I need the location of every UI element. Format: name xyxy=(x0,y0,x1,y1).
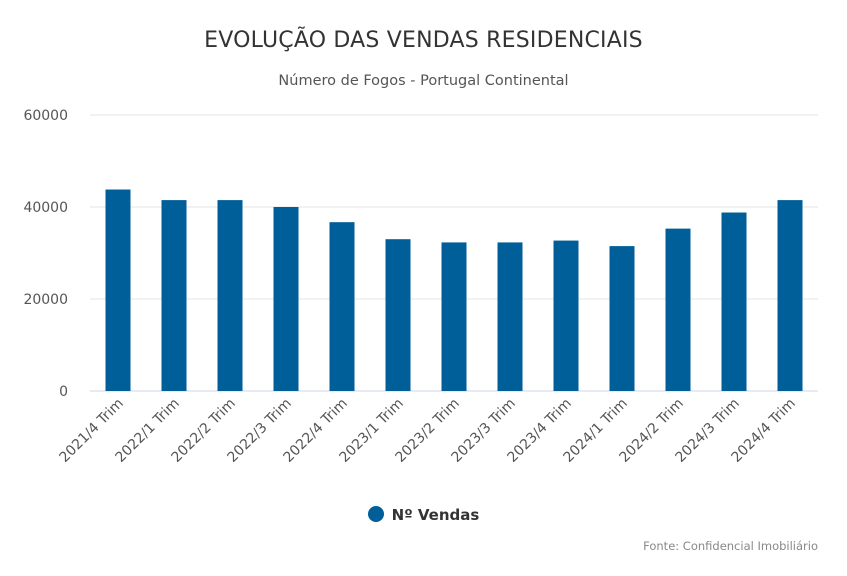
bar[interactable] xyxy=(721,212,747,391)
bar[interactable] xyxy=(441,242,467,391)
y-tick-label: 0 xyxy=(59,384,68,400)
bar[interactable] xyxy=(217,200,243,391)
bar[interactable] xyxy=(777,200,803,391)
legend-swatch xyxy=(367,506,384,522)
bar[interactable] xyxy=(553,240,579,391)
legend-label: Nº Vendas xyxy=(391,506,480,524)
bar[interactable] xyxy=(161,200,187,391)
legend[interactable]: Nº Vendas xyxy=(0,506,847,524)
y-tick-label: 20000 xyxy=(23,292,68,308)
y-tick-label: 40000 xyxy=(23,200,68,216)
chart-title: EVOLUÇÃO DAS VENDAS RESIDENCIAIS xyxy=(204,28,643,53)
bar[interactable] xyxy=(609,246,635,391)
bar[interactable] xyxy=(665,228,691,391)
chart-subtitle: Número de Fogos - Portugal Continental xyxy=(278,73,569,89)
bar[interactable] xyxy=(329,222,355,391)
chart-credit[interactable]: Fonte: Confidencial Imobiliário xyxy=(643,539,818,553)
bar[interactable] xyxy=(497,242,523,391)
bar[interactable] xyxy=(385,239,411,391)
bar[interactable] xyxy=(273,207,299,391)
bar[interactable] xyxy=(105,189,131,391)
y-tick-label: 60000 xyxy=(23,108,68,124)
